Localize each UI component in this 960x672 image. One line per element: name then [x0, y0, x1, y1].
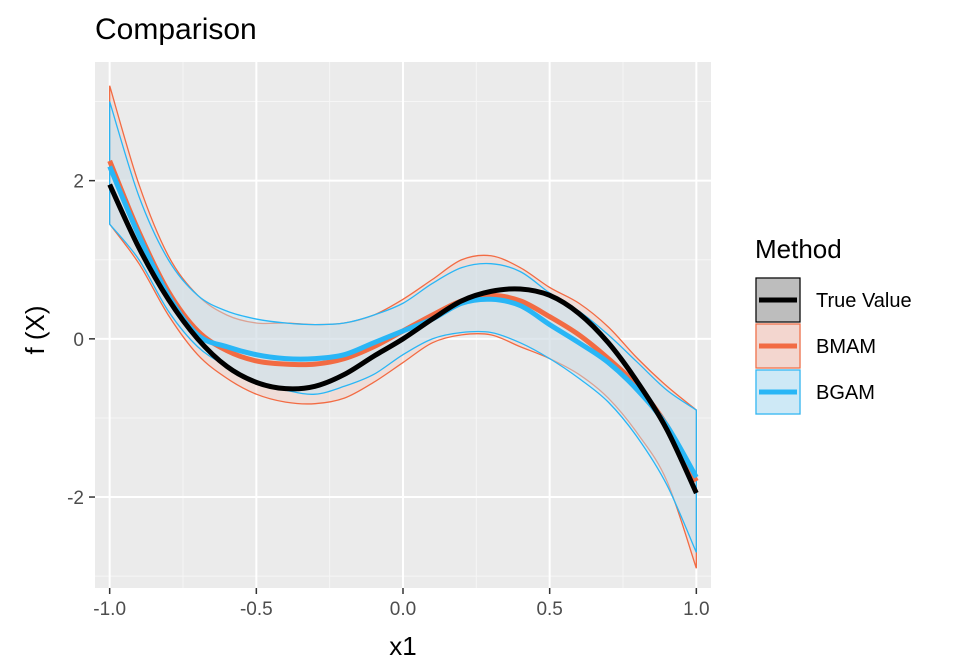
- line-true-value: [107, 183, 699, 495]
- confidence-bands: [109, 85, 697, 569]
- legend-label-bgam: BGAM: [816, 382, 875, 404]
- band-bgam: [109, 101, 697, 553]
- x-tick-label: -1.0: [93, 599, 126, 620]
- y-axis-title: f (X): [20, 305, 50, 354]
- legend-title: Method: [755, 234, 842, 264]
- series-lines: [107, 159, 699, 495]
- x-tick-label: 1.0: [683, 599, 709, 620]
- chart-title: Comparison: [95, 13, 257, 46]
- x-tick-label: 0.0: [390, 599, 416, 620]
- y-tick-label: -2: [67, 488, 84, 509]
- x-axis: -1.0 -0.5 0.0 0.5 1.0: [93, 588, 710, 620]
- x-axis-title: x1: [389, 631, 416, 661]
- y-tick-label: 0: [73, 330, 84, 351]
- y-axis: -2 0 2: [67, 172, 95, 509]
- x-tick-label: 0.5: [536, 599, 562, 620]
- legend-label-bmam: BMAM: [816, 336, 876, 358]
- line-bgam: [107, 165, 699, 479]
- legend-label-true-value: True Value: [816, 290, 912, 312]
- legend: Method True Value BMAM BGAM: [755, 234, 912, 415]
- x-tick-label: -0.5: [240, 599, 273, 620]
- y-tick-label: 2: [73, 172, 84, 193]
